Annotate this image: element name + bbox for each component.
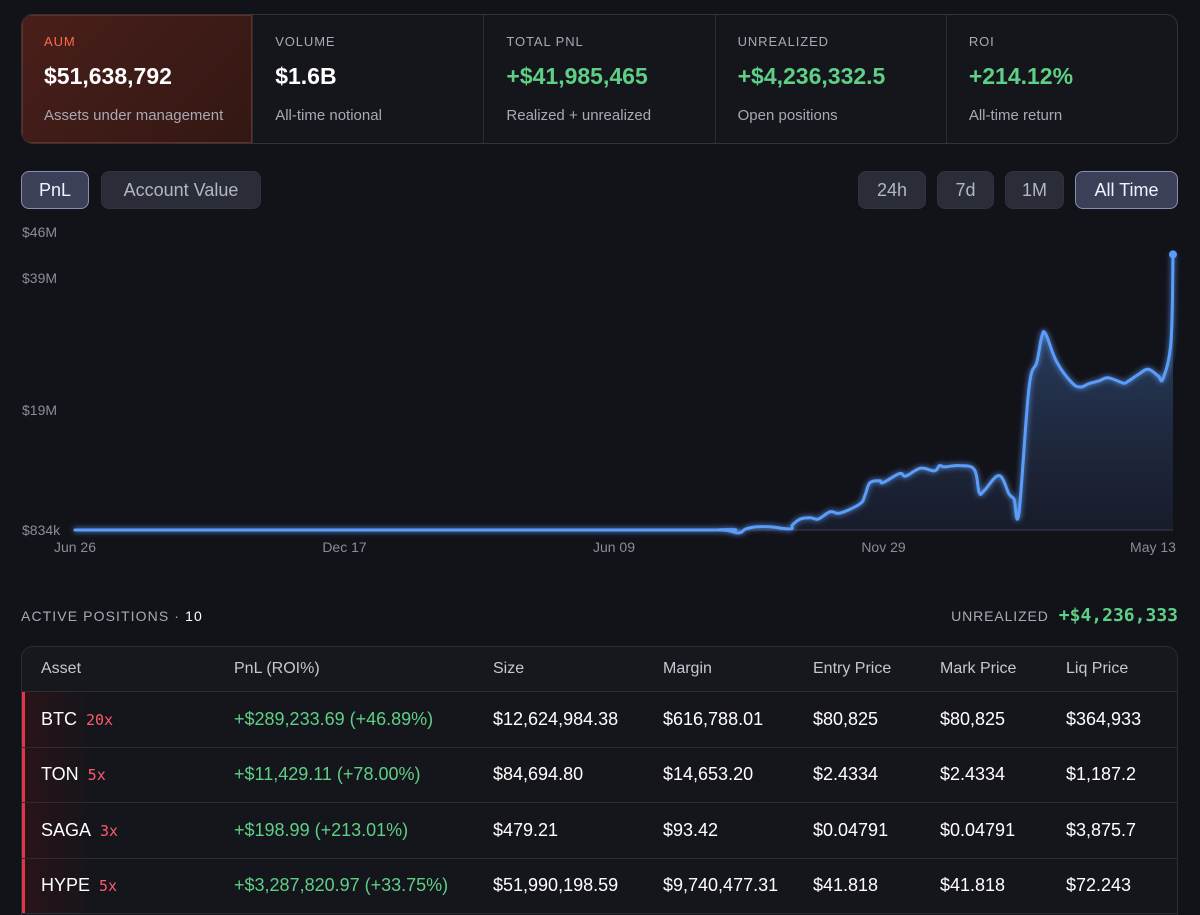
liq-price-cell: $1,187.2 — [1066, 764, 1137, 785]
x-tick-label: May 13 — [1130, 539, 1176, 555]
size-cell: $479.21 — [493, 819, 559, 840]
stat-label: TOTAL PNL — [506, 34, 584, 49]
col-asset[interactable]: Asset — [41, 660, 82, 677]
asset-symbol: HYPE — [41, 875, 91, 896]
pnl-cell: +$198.99 (+213.01%) — [234, 819, 409, 840]
stat-value: $1.6B — [275, 63, 337, 89]
unrealized-summary: UNREALIZED +$4,236,333 — [951, 605, 1178, 626]
mark-price-cell: $41.818 — [940, 875, 1006, 896]
stat-label: ROI — [968, 34, 995, 49]
y-tick-label: $19M — [22, 402, 57, 418]
leverage-badge: 20x — [86, 710, 114, 729]
y-tick-label: $46M — [22, 224, 57, 240]
x-tick-label: Nov 29 — [861, 539, 906, 555]
range-24h-button[interactable]: 24h — [858, 171, 926, 209]
asset-symbol: BTC — [41, 708, 77, 729]
x-tick-label: Jun 09 — [593, 539, 635, 555]
asset-symbol: TON — [41, 764, 79, 785]
stat-sub: All-time notional — [275, 107, 382, 124]
chart-series-line — [73, 252, 1175, 535]
liq-price-cell: $72.243 — [1066, 875, 1132, 896]
table-row[interactable]: SAGA 3x +$198.99 (+213.01%) $479.21 $93.4… — [22, 803, 1177, 859]
entry-price-cell: $2.4334 — [813, 764, 879, 785]
stat-sub: Open positions — [737, 107, 838, 124]
active-positions-header: ACTIVE POSITIONS · 10 — [21, 608, 203, 624]
stat-unrealized[interactable]: UNREALIZED +$4,236,332.5 Open positions — [716, 15, 947, 143]
stat-label: AUM — [44, 34, 76, 49]
leverage-badge: 5x — [87, 766, 106, 785]
size-cell: $84,694.80 — [493, 764, 584, 785]
y-tick-label: $39M — [22, 270, 57, 286]
stat-label: VOLUME — [275, 34, 336, 49]
mark-price-cell: $2.4334 — [940, 764, 1006, 785]
asset-cell: SAGA 3x — [41, 820, 118, 841]
margin-cell: $616,788.01 — [663, 708, 764, 729]
entry-price-cell: $80,825 — [813, 708, 879, 729]
pnl-chart[interactable]: $46M $39M $19M $834k Jun 26 Dec 17 Jun 09 Nov … — [0, 215, 1200, 575]
asset-cell: BTC 20x — [41, 709, 113, 730]
y-tick-label: $834k — [22, 522, 61, 538]
stat-volume[interactable]: VOLUME $1.6B All-time notional — [253, 15, 485, 143]
stat-label: UNREALIZED — [737, 34, 829, 49]
col-liq-price[interactable]: Liq Price — [1066, 660, 1129, 677]
asset-cell: HYPE 5x — [41, 875, 117, 896]
stat-sub: Realized + unrealized — [506, 107, 652, 124]
asset-cell: TON 5x — [41, 764, 106, 785]
stat-value: +$41,985,465 — [506, 63, 648, 89]
stat-roi[interactable]: ROI +214.12% All-time return — [947, 15, 1177, 143]
margin-cell: $14,653.20 — [663, 764, 754, 785]
pnl-cell: +$11,429.11 (+78.00%) — [234, 764, 421, 785]
margin-cell: $93.42 — [663, 819, 719, 840]
stat-sub: Assets under management — [44, 107, 224, 124]
range-1m-button[interactable]: 1M — [1005, 171, 1064, 209]
margin-cell: $9,740,477.31 — [663, 875, 779, 896]
mark-price-cell: $80,825 — [940, 708, 1006, 729]
tab-account-value[interactable]: Account Value — [101, 171, 261, 209]
stat-value: +214.12% — [968, 63, 1074, 89]
col-mark-price[interactable]: Mark Price — [940, 660, 1017, 677]
pnl-cell: +$289,233.69 (+46.89%) — [234, 708, 434, 729]
size-cell: $12,624,984.38 — [493, 708, 619, 729]
unrealized-value: +$4,236,333 — [1058, 605, 1178, 626]
stat-aum[interactable]: AUM $51,638,792 Assets under management — [22, 15, 254, 143]
x-tick-label: Dec 17 — [322, 539, 367, 555]
table-row[interactable]: TON 5x +$11,429.11 (+78.00%) $84,694.80 $… — [22, 747, 1177, 803]
stat-sub: All-time return — [968, 107, 1063, 124]
table-row[interactable]: HYPE 5x +$3,287,820.97 (+33.75%) $51,990,… — [22, 858, 1177, 914]
stat-value: +$4,236,332.5 — [737, 63, 886, 89]
table-header: Asset PnL (ROI%) Size Margin Entry Price… — [22, 647, 1177, 692]
entry-price-cell: $41.818 — [813, 875, 879, 896]
range-all-time-button[interactable]: All Time — [1075, 171, 1178, 209]
mark-price-cell: $0.04791 — [940, 819, 1016, 840]
stat-value: $51,638,792 — [44, 63, 172, 89]
asset-symbol: SAGA — [41, 819, 92, 840]
pnl-cell: +$3,287,820.97 (+33.75%) — [234, 875, 449, 896]
chart-area-fill — [75, 254, 1173, 533]
col-pnl[interactable]: PnL (ROI%) — [234, 660, 320, 677]
size-cell: $51,990,198.59 — [493, 875, 619, 896]
active-positions-count: 10 — [185, 608, 203, 624]
stats-bar: AUM $51,638,792 Assets under management … — [21, 14, 1178, 144]
tab-pnl[interactable]: PnL — [21, 171, 89, 209]
entry-price-cell: $0.04791 — [813, 819, 889, 840]
stat-total-pnl[interactable]: TOTAL PNL +$41,985,465 Realized + unreal… — [484, 15, 716, 143]
unrealized-label: UNREALIZED — [951, 608, 1049, 624]
chart-endpoint-marker[interactable] — [1169, 250, 1177, 259]
range-7d-button[interactable]: 7d — [937, 171, 994, 209]
active-positions-title: ACTIVE POSITIONS — [21, 608, 170, 624]
liq-price-cell: $364,933 — [1066, 708, 1142, 729]
leverage-badge: 5x — [99, 877, 118, 896]
liq-price-cell: $3,875.7 — [1066, 819, 1137, 840]
leverage-badge: 3x — [100, 821, 119, 840]
col-size[interactable]: Size — [493, 660, 525, 677]
col-entry-price[interactable]: Entry Price — [813, 660, 892, 677]
x-tick-label: Jun 26 — [54, 539, 96, 555]
col-margin[interactable]: Margin — [663, 660, 712, 677]
positions-table: Asset PnL (ROI%) Size Margin Entry Price… — [21, 646, 1178, 915]
table-row[interactable]: BTC 20x +$289,233.69 (+46.89%) $12,624,98… — [22, 692, 1177, 748]
